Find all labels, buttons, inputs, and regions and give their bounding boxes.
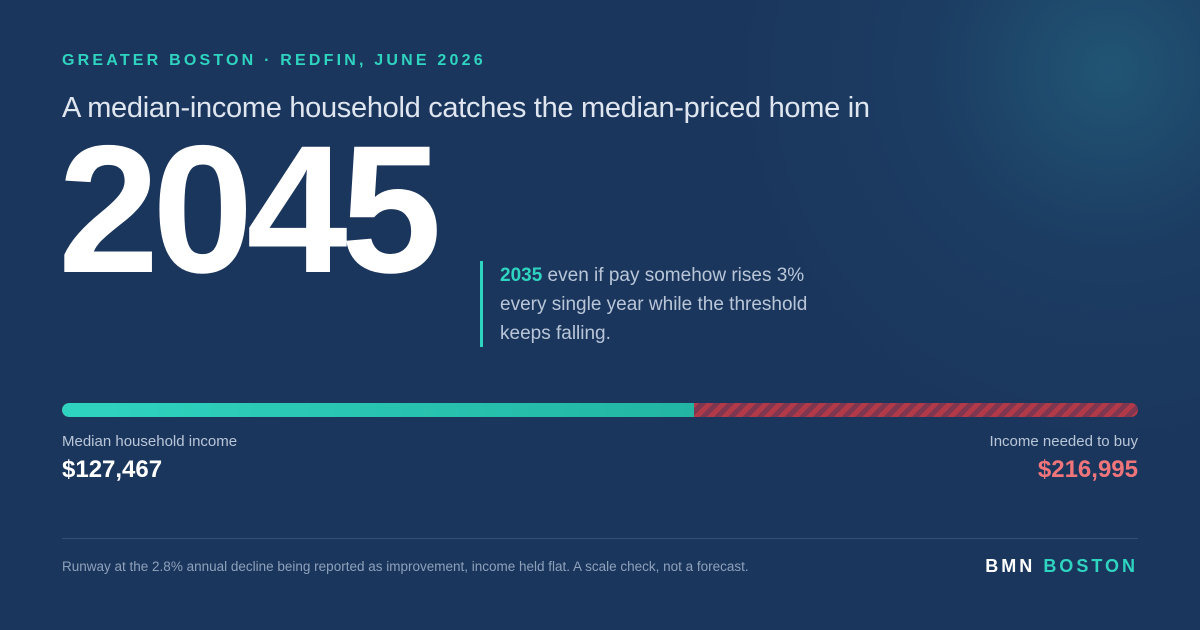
- brand-part-1: BMN: [985, 556, 1036, 576]
- footnote: Runway at the 2.8% annual decline being …: [62, 559, 749, 574]
- big-year: 2045: [58, 107, 442, 311]
- aside-note: 2035 even if pay somehow rises 3% every …: [480, 261, 810, 347]
- aside-text: even if pay somehow rises 3% every singl…: [500, 265, 808, 344]
- divider: [62, 538, 1138, 539]
- income-progress-fill: [62, 403, 695, 417]
- needed-label: Income needed to buy: [989, 433, 1138, 450]
- needed-value: $216,995: [1037, 456, 1138, 483]
- brand-logo: BMN BOSTON: [985, 556, 1138, 577]
- headline: A median-income household catches the me…: [62, 92, 870, 124]
- aside-highlight-year: 2035: [500, 265, 543, 286]
- kicker: GREATER BOSTON · REDFIN, JUNE 2026: [62, 52, 486, 69]
- income-label: Median household income: [62, 433, 238, 450]
- income-value: $127,467: [62, 456, 163, 483]
- affordability-bar: [62, 403, 1138, 417]
- brand-part-2: BOSTON: [1043, 556, 1138, 576]
